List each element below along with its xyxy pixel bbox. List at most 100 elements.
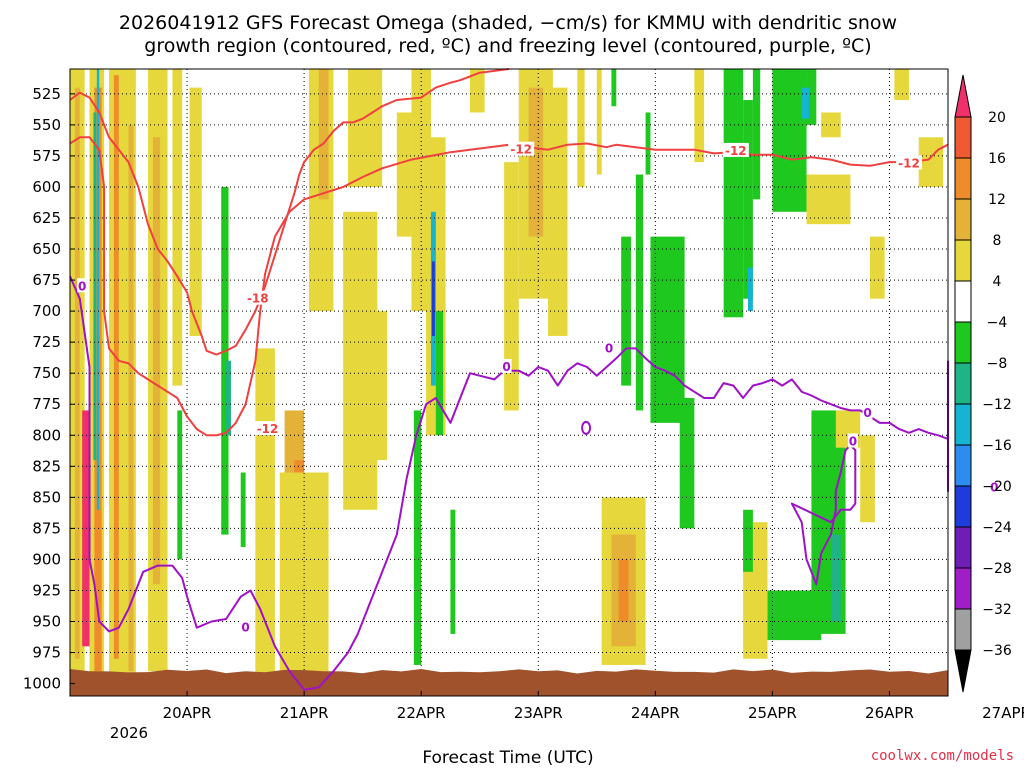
colorbar-segment — [954, 321, 972, 364]
y-tick-label: 975 — [32, 644, 61, 662]
y-tick-label: 575 — [32, 147, 61, 165]
contour-label: 0 — [605, 341, 613, 355]
colorbar-segment — [954, 239, 972, 282]
contour-label: -18 — [247, 292, 269, 306]
omega-cell — [869, 236, 885, 299]
freezing-level-contour — [581, 420, 592, 435]
contour-label-bg — [501, 358, 512, 373]
omega-shading-layer — [70, 69, 944, 696]
colorbar-segment — [954, 608, 972, 651]
colorbar-segment — [954, 526, 972, 569]
ground-surface — [70, 668, 948, 696]
omega-cell — [548, 87, 568, 336]
contour-label-bg — [847, 433, 858, 448]
colorbar-tick-label: −12 — [982, 397, 1012, 413]
y-tick-label: 850 — [32, 488, 61, 506]
omega-cell — [679, 398, 695, 529]
omega-cell — [469, 69, 485, 113]
dgz-contour-line — [69, 68, 510, 356]
omega-cell — [93, 112, 97, 461]
omega-cell — [189, 87, 202, 336]
chart-title-line-2: growth region (contoured, red, ºC) and f… — [144, 35, 871, 57]
contour-label: -12 — [898, 156, 920, 170]
omega-cell — [748, 267, 753, 312]
omega-cell — [806, 69, 817, 125]
colorbar-tick-label: −32 — [982, 602, 1012, 618]
y-tick-label: 950 — [32, 613, 61, 631]
colorbar-top-arrow — [954, 74, 972, 118]
omega-cell — [82, 410, 90, 647]
omega-cell — [113, 75, 119, 659]
contour-label-bg — [862, 404, 873, 419]
omega-cell — [723, 69, 744, 318]
contour-label-bg — [989, 479, 1000, 494]
colorbar-tick-label: 8 — [993, 233, 1002, 249]
omega-cell — [645, 112, 651, 175]
omega-cell — [767, 590, 822, 641]
x-tick-label: 27APR — [982, 704, 1024, 722]
y-tick-label: 725 — [32, 333, 61, 351]
omega-cell — [221, 186, 229, 535]
contour-label: -12 — [510, 143, 532, 157]
omega-cell — [611, 69, 617, 107]
omega-cell — [752, 69, 761, 200]
omega-cell — [860, 435, 875, 523]
colorbar-tick-label: −28 — [982, 561, 1012, 577]
colorbar-tick-label: 20 — [988, 110, 1006, 126]
omega-cell — [74, 87, 80, 659]
y-tick-label: 650 — [32, 240, 61, 258]
contour-label-bg — [244, 290, 271, 305]
colorbar-tick-label: −8 — [987, 356, 1008, 372]
omega-cell — [172, 69, 183, 386]
y-tick-label: 800 — [32, 426, 61, 444]
contour-label-bg — [77, 278, 88, 293]
y-tick-label: 525 — [32, 85, 61, 103]
omega-cell — [96, 69, 100, 510]
contour-label: 0 — [78, 279, 86, 293]
y-tick-label: 600 — [32, 178, 61, 196]
y-tick-label: 550 — [32, 116, 61, 134]
colorbar-segment — [954, 485, 972, 528]
gridlines — [70, 69, 948, 696]
colorbar-tick-label: −16 — [982, 438, 1012, 454]
omega-cell — [343, 211, 378, 510]
y-tick-label: 750 — [32, 364, 61, 382]
colorbar-segment — [954, 567, 972, 610]
omega-cell — [635, 174, 644, 411]
contour-label-bg — [895, 155, 922, 170]
colorbar-segment — [954, 403, 972, 446]
contour-label: 0 — [502, 360, 510, 374]
colorbar-segment — [954, 362, 972, 405]
omega-cell — [596, 69, 602, 175]
omega-cell — [318, 69, 329, 200]
omega-cell — [177, 410, 183, 560]
omega-cell — [255, 348, 275, 684]
colorbar-tick-label: 16 — [988, 151, 1006, 167]
omega-cell — [128, 124, 134, 672]
colorbar-tick-label: 12 — [988, 192, 1006, 208]
contour-label: 0 — [241, 621, 249, 635]
contour-label-bg — [508, 141, 535, 156]
omega-cell — [650, 236, 685, 423]
y-tick-label: 900 — [32, 550, 61, 568]
omega-cell — [450, 509, 456, 634]
colorbar-tick-label: −36 — [982, 643, 1012, 659]
x-tick-label: 23APR — [514, 704, 563, 722]
y-tick-label: 825 — [32, 457, 61, 475]
dgz-contour-line — [69, 136, 949, 437]
omega-cell — [894, 69, 909, 101]
omega-cell — [743, 509, 753, 572]
y-tick-label: 775 — [32, 395, 61, 413]
omega-cell — [348, 69, 383, 187]
x-tick-label: 25APR — [748, 704, 797, 722]
contour-label: 0 — [863, 406, 871, 420]
omega-cell — [830, 534, 841, 622]
y-tick-label: 675 — [32, 271, 61, 289]
omega-cell — [372, 311, 388, 461]
contour-label-bg — [722, 142, 749, 157]
x-tick-label: 22APR — [397, 704, 446, 722]
omega-cell — [435, 311, 444, 436]
colorbar-segment — [954, 444, 972, 487]
